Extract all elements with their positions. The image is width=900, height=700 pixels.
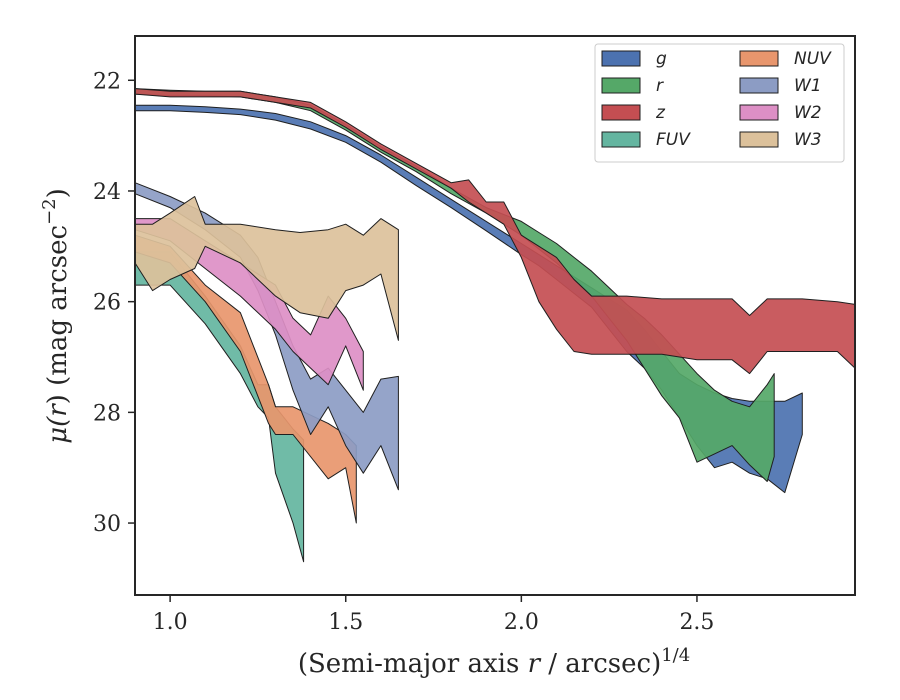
legend-swatch-r <box>601 77 641 94</box>
legend-label-nuv: NUV <box>794 49 832 69</box>
legend-label-r: r <box>656 76 664 96</box>
y-tick-label: 30 <box>93 512 121 537</box>
profile-bands <box>134 88 856 563</box>
legend-swatch-w1 <box>739 77 779 94</box>
legend-label-w1: W1 <box>794 76 822 96</box>
legend-label-z: z <box>655 103 666 123</box>
y-tick-label: 26 <box>93 291 121 316</box>
x-tick-label: 1.0 <box>153 610 188 635</box>
legend-swatch-z <box>601 104 641 121</box>
band-g <box>134 104 803 494</box>
x-tick-label: 2.0 <box>504 610 539 635</box>
x-tick-label: 1.5 <box>328 610 363 635</box>
band-w3 <box>134 196 399 341</box>
legend-swatch-w2 <box>739 104 779 121</box>
x-tick-label: 2.5 <box>679 610 714 635</box>
axes-frame <box>134 35 856 596</box>
y-tick-label: 24 <box>93 180 121 205</box>
band-nuv <box>134 234 357 524</box>
legend-swatch-nuv <box>739 50 779 67</box>
legend-swatch-w3 <box>739 131 779 148</box>
y-axis-ticks: 22 24 26 28 30 <box>93 69 135 537</box>
legend-frame <box>594 43 845 163</box>
y-tick-label: 22 <box>93 69 121 94</box>
legend: grz FUV NUV W1 W2 W3 <box>594 43 845 163</box>
legend-label-fuv: FUV <box>656 130 691 150</box>
legend-label-g: g <box>656 49 667 69</box>
x-axis-label: (Semi-major axis r / arcsec)1/4 <box>298 645 690 679</box>
legend-label-w2: W2 <box>794 103 822 123</box>
legend-label-w3: W3 <box>794 130 822 150</box>
legend-swatch-fuv <box>601 131 641 148</box>
legend-swatch-g <box>601 50 641 67</box>
x-axis-ticks: 1.0 1.5 2.0 2.5 <box>153 595 714 635</box>
y-tick-label: 28 <box>93 401 121 426</box>
y-axis-label: μ(r) (mag arcsec−2) <box>39 188 73 444</box>
